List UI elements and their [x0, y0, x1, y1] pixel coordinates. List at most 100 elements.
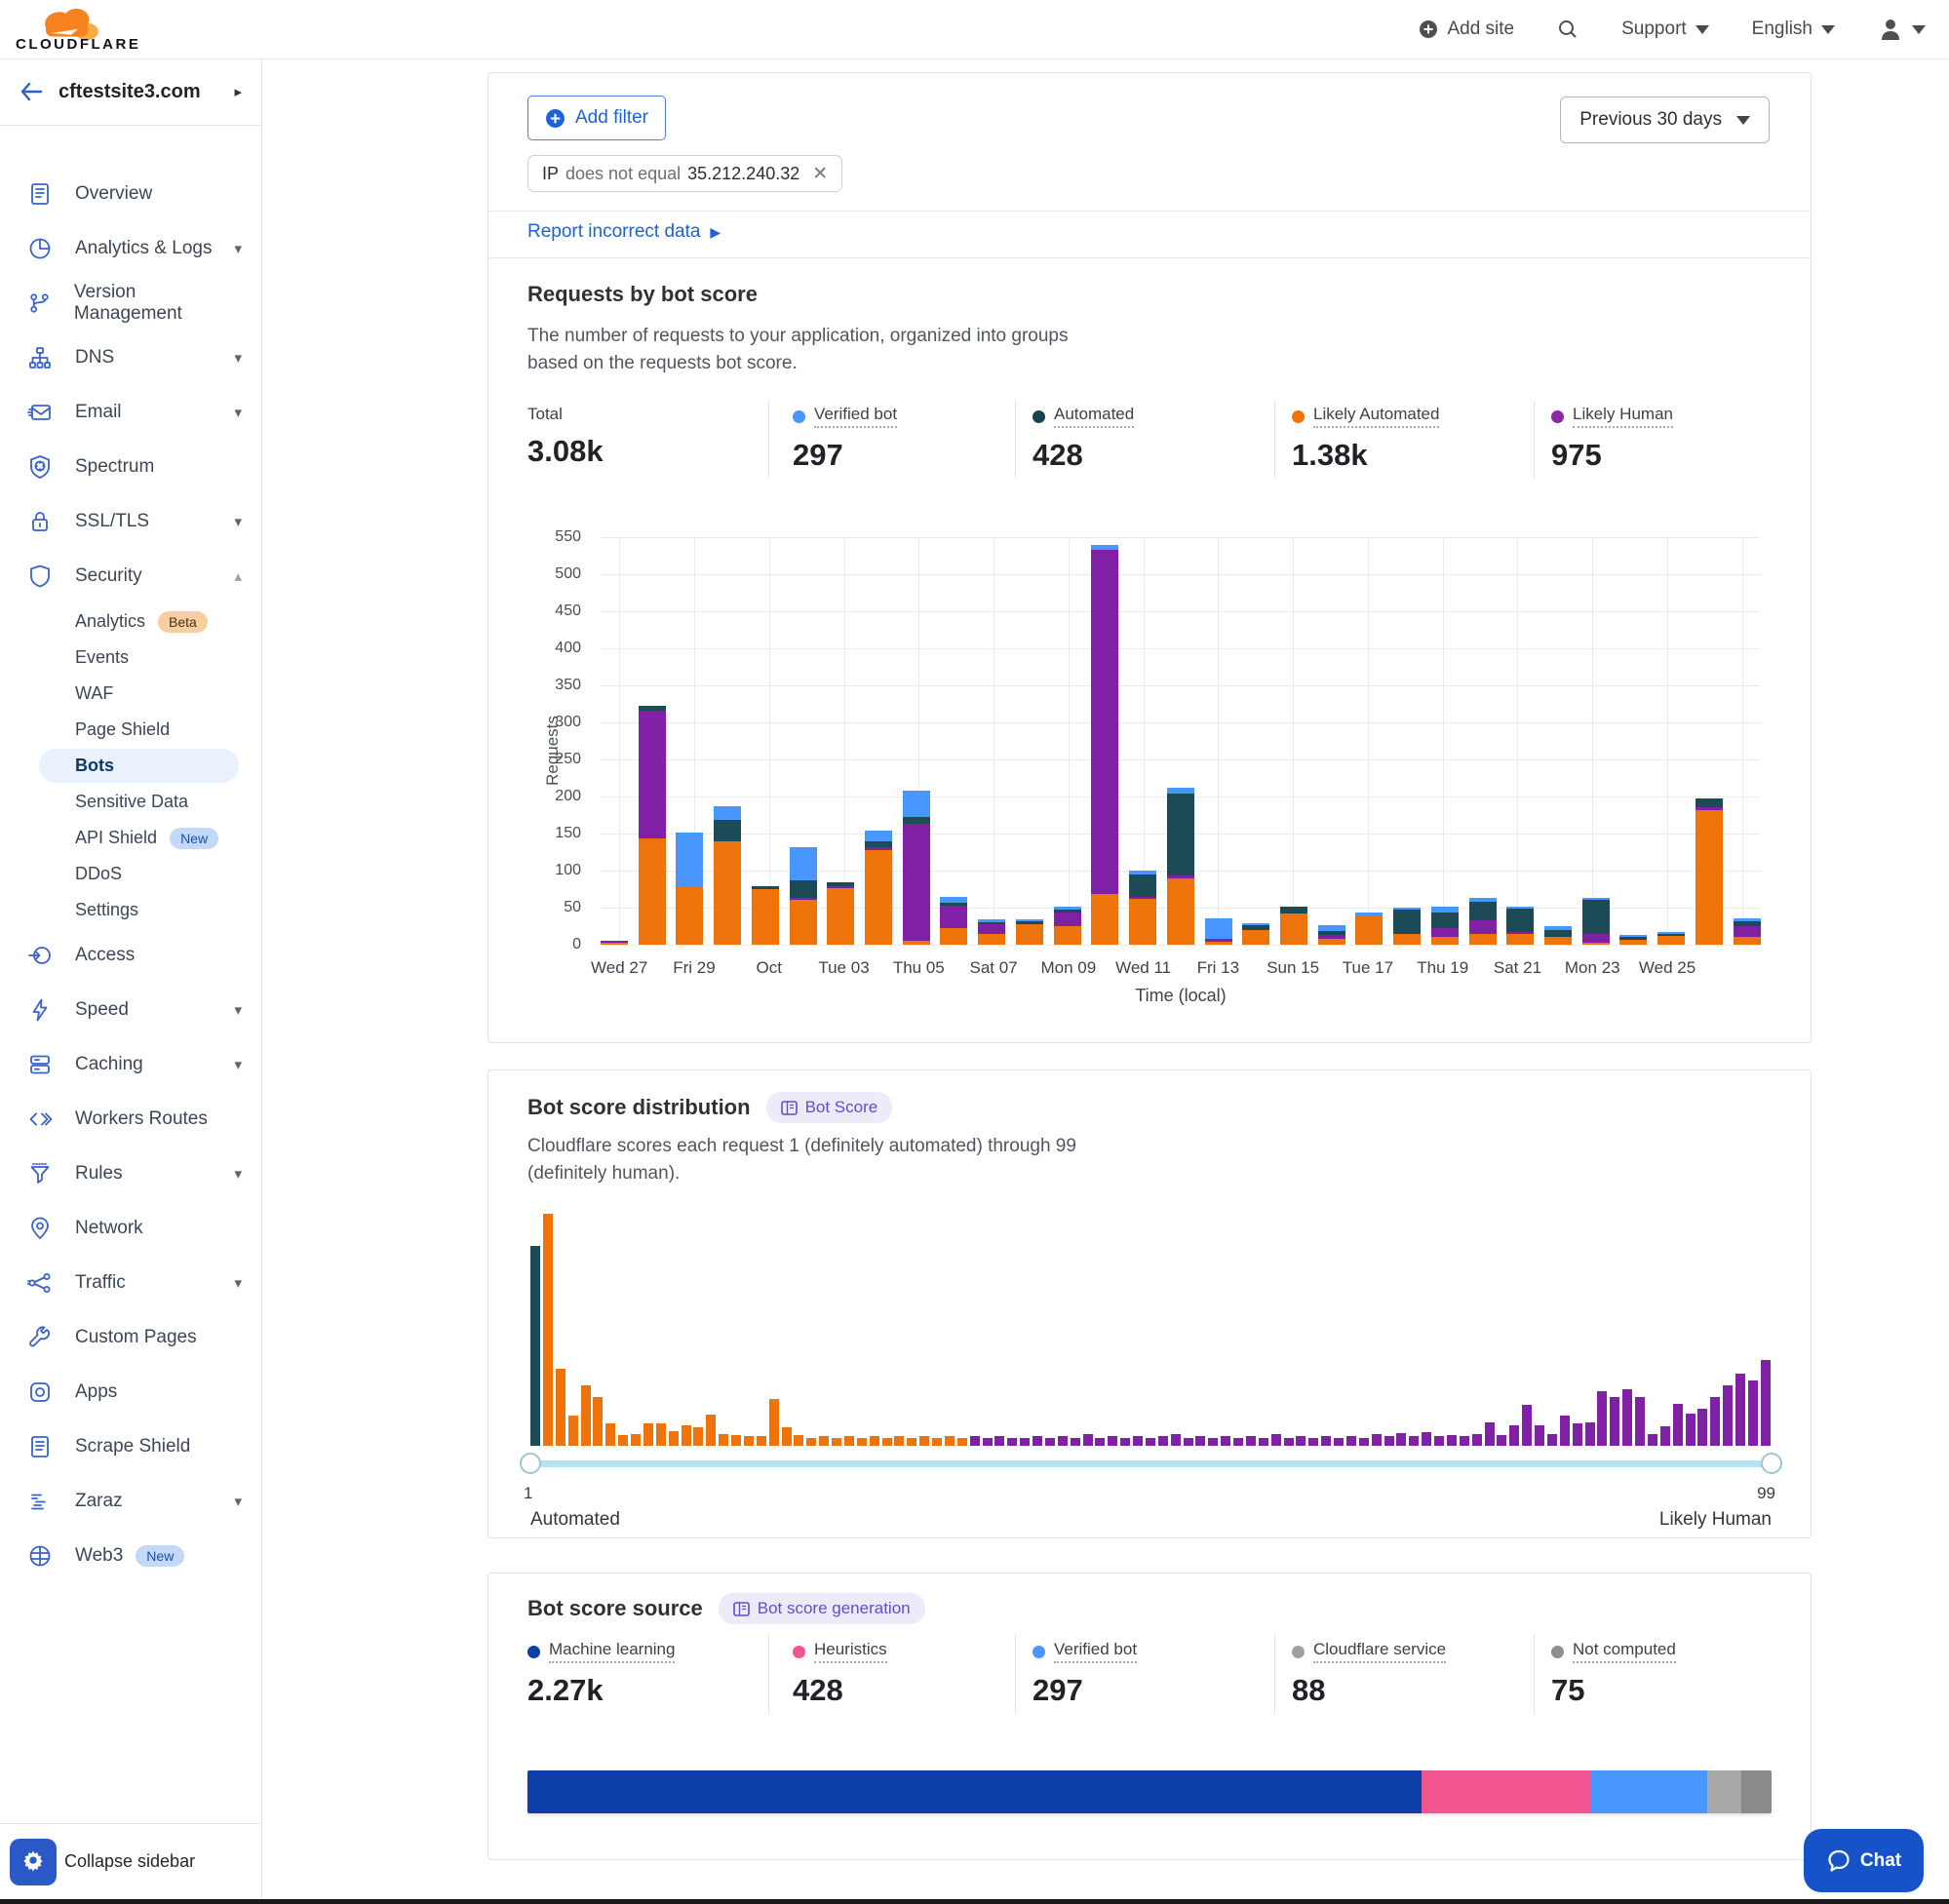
stat-label[interactable]: Verified bot: [814, 405, 898, 428]
sidebar-item-dns[interactable]: DNS ▾: [0, 330, 261, 385]
chevron-down-icon[interactable]: ▾: [234, 405, 242, 421]
chevron-down-icon[interactable]: ▾: [234, 1166, 242, 1183]
add-filter-button[interactable]: Add filter: [527, 96, 666, 140]
histogram-bar-score-86: [1597, 1391, 1608, 1446]
chevron-down-icon[interactable]: ▾: [234, 1057, 242, 1073]
collapse-sidebar-button[interactable]: Collapse sidebar: [64, 1851, 196, 1871]
histogram-bar-score-55: [1208, 1437, 1219, 1446]
chevron-down-icon[interactable]: ▾: [234, 514, 242, 530]
segment-not-computed: [1741, 1770, 1772, 1813]
likely_automated-segment: [638, 838, 666, 945]
sidebar-item-email[interactable]: Email ▾: [0, 385, 261, 440]
stat-label[interactable]: Heuristics: [814, 1640, 887, 1663]
sidebar-subitem-analytics[interactable]: Analytics Beta: [0, 603, 261, 640]
histogram-bar-score-14: [693, 1426, 704, 1446]
chevron-down-icon[interactable]: ▾: [234, 1275, 242, 1292]
gridline: [1367, 537, 1369, 945]
stat-label[interactable]: Machine learning: [549, 1640, 676, 1663]
sidebar-item-apps[interactable]: Apps: [0, 1365, 261, 1419]
histogram-bar-score-82: [1546, 1434, 1557, 1446]
site-selector[interactable]: cftestsite3.com ▸: [0, 58, 261, 126]
verified_bot-segment: [1430, 907, 1459, 913]
gridline: [1068, 537, 1070, 945]
sidebar-item-caching[interactable]: Caching ▾: [0, 1037, 261, 1092]
chevron-down-icon[interactable]: ▾: [234, 241, 242, 257]
automated-segment: [1468, 901, 1497, 920]
sidebar-subitem-api-shield[interactable]: API Shield New: [0, 820, 261, 856]
stat-label[interactable]: Automated: [1054, 405, 1135, 428]
sidebar-item-security[interactable]: Security ▴: [0, 549, 261, 603]
chevron-down-icon[interactable]: ▾: [234, 1002, 242, 1019]
automated-segment: [1543, 929, 1572, 938]
likely_automated-segment: [1468, 933, 1497, 945]
sidebar-item-web3[interactable]: Web3 New: [0, 1529, 261, 1583]
remove-filter-icon[interactable]: ✕: [812, 163, 829, 184]
language-menu[interactable]: English: [1752, 19, 1835, 40]
score-slider-handle-min[interactable]: [520, 1453, 541, 1474]
sidebar-subitem-page-shield[interactable]: Page Shield: [0, 712, 261, 748]
preferences-button[interactable]: [10, 1838, 57, 1885]
histogram-bar-score-60: [1270, 1434, 1281, 1446]
chart-bar: [751, 885, 779, 945]
sidebar-item-speed[interactable]: Speed ▾: [0, 983, 261, 1037]
add-site-button[interactable]: Add site: [1419, 19, 1514, 40]
sidebar-subitem-ddos[interactable]: DDoS: [0, 856, 261, 892]
score-slider-track[interactable]: [530, 1460, 1772, 1467]
chart-bar: [865, 831, 893, 945]
bot-score-docs-badge[interactable]: Bot Score: [765, 1092, 893, 1123]
stat-label[interactable]: Likely Human: [1573, 405, 1673, 428]
sidebar-subitem-waf[interactable]: WAF: [0, 676, 261, 712]
sidebar-item-traffic[interactable]: Traffic ▾: [0, 1256, 261, 1310]
back-arrow-icon[interactable]: [19, 82, 43, 101]
automated-segment: [865, 840, 893, 847]
stat-label[interactable]: Cloudflare service: [1313, 1640, 1447, 1663]
verified_bot-segment: [1657, 931, 1686, 934]
gridline: [601, 685, 1761, 686]
sidebar-item-spectrum[interactable]: Spectrum: [0, 440, 261, 494]
chat-button[interactable]: Chat: [1804, 1829, 1924, 1892]
stat-not-computed: Not computed 75: [1551, 1640, 1676, 1708]
chevron-right-icon[interactable]: ▸: [234, 84, 242, 100]
chevron-down-icon[interactable]: ▾: [234, 350, 242, 367]
selected-pill: [39, 749, 239, 783]
stat-label[interactable]: Verified bot: [1054, 1640, 1138, 1663]
support-menu[interactable]: Support: [1621, 19, 1709, 40]
verified_bot-segment: [1506, 907, 1535, 910]
x-tick-label: Wed 11: [1115, 958, 1172, 977]
sidebar-item-rules[interactable]: Rules ▾: [0, 1146, 261, 1201]
stat-machine-learning: Machine learning 2.27k: [527, 1640, 676, 1708]
sidebar-item-custom-pages[interactable]: Custom Pages: [0, 1310, 261, 1365]
sidebar-item-overview[interactable]: Overview: [0, 167, 261, 221]
report-incorrect-data-link[interactable]: Report incorrect data ▶: [527, 221, 721, 242]
histogram-bar-score-85: [1584, 1422, 1595, 1446]
sidebar-subitem-events[interactable]: Events: [0, 640, 261, 676]
sidebar-item-access[interactable]: Access: [0, 928, 261, 983]
search-button[interactable]: [1557, 19, 1579, 40]
likely_automated-segment: [1506, 933, 1535, 945]
bot-score-generation-badge[interactable]: Bot score generation: [718, 1593, 925, 1624]
score-slider-handle-max[interactable]: [1761, 1453, 1782, 1474]
chart-bar: [1543, 926, 1572, 945]
date-range-dropdown[interactable]: Previous 30 days: [1560, 97, 1770, 143]
y-axis-labels: 0 50 100 150 200 250 300 350 400 450 500 550: [527, 528, 591, 952]
sidebar-subitem-label: Page Shield: [75, 719, 171, 739]
stat-label[interactable]: Not computed: [1573, 1640, 1676, 1663]
sidebar-item-network[interactable]: Network: [0, 1201, 261, 1256]
account-menu[interactable]: [1878, 17, 1926, 42]
gridline: [1293, 537, 1295, 945]
sidebar-item-scrape-shield[interactable]: Scrape Shield: [0, 1419, 261, 1474]
sidebar-subitem-sensitive-data[interactable]: Sensitive Data: [0, 784, 261, 820]
sidebar-subitem-bots[interactable]: Bots: [0, 748, 261, 784]
sidebar-item-zaraz[interactable]: Zaraz ▾: [0, 1474, 261, 1529]
cloudflare-logo[interactable]: CLOUDFLARE: [16, 1, 140, 53]
likely_human-segment: [1317, 935, 1345, 939]
sidebar-item-workers-routes[interactable]: Workers Routes: [0, 1092, 261, 1146]
stat-label[interactable]: Likely Automated: [1313, 405, 1440, 428]
filter-chip[interactable]: IP does not equal 35.212.240.32 ✕: [527, 155, 843, 192]
sidebar-item-version-management[interactable]: Version Management: [0, 276, 261, 330]
chevron-up-icon[interactable]: ▴: [234, 568, 242, 585]
sidebar-subitem-settings[interactable]: Settings: [0, 892, 261, 928]
chevron-down-icon[interactable]: ▾: [234, 1494, 242, 1510]
sidebar-item-ssl-tls[interactable]: SSL/TLS ▾: [0, 494, 261, 549]
sidebar-item-analytics-logs[interactable]: Analytics & Logs ▾: [0, 221, 261, 276]
